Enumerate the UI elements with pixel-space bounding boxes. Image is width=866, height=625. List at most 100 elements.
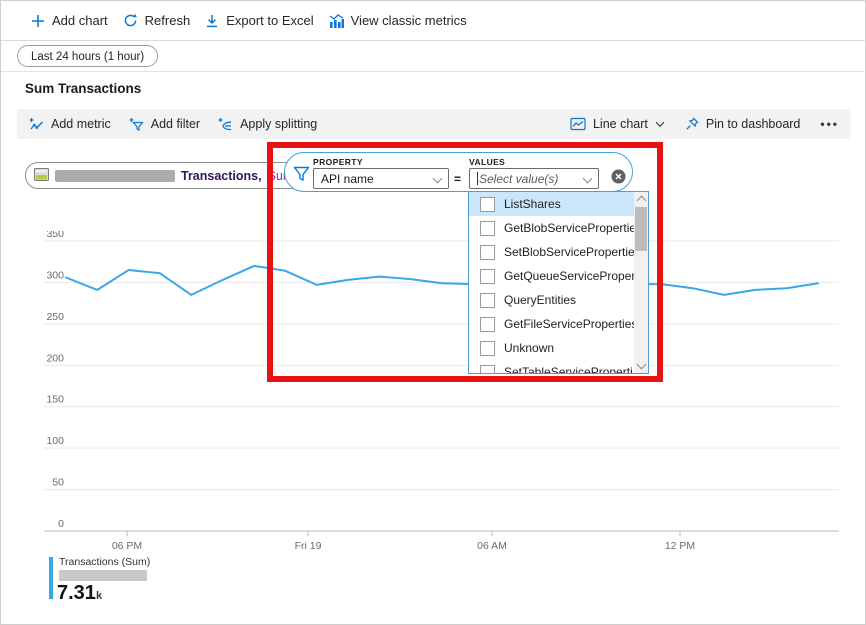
add-chart-label: Add chart [52,13,108,28]
download-icon [205,14,219,28]
values-select[interactable]: Select value(s) [469,168,599,189]
export-to-excel-label: Export to Excel [226,13,314,28]
line-chart: 0 50 100 150 200 250 300 350 06 PM Fri 19 06 AM 12 … [44,231,839,552]
dropdown-option[interactable]: SetBlobServiceProperties [469,240,641,264]
chart-command-bar: Add metric Add filter Apply splitting Li… [17,109,851,139]
dropdown-option-label: GetBlobServiceProperties [504,221,643,235]
svg-text:350: 350 [46,231,64,240]
svg-text:100: 100 [46,435,64,447]
plus-icon [31,14,45,28]
export-to-excel-button[interactable]: Export to Excel [205,13,314,28]
redacted-account-name [55,169,175,182]
svg-text:50: 50 [52,477,64,489]
filter-funnel-icon [293,166,310,187]
legend-value: 7.31k [57,582,103,604]
view-classic-metrics-button[interactable]: View classic metrics [329,13,467,28]
refresh-button[interactable]: Refresh [123,13,191,28]
add-metric-icon [29,117,44,131]
svg-text:200: 200 [46,352,64,364]
dropdown-option[interactable]: SetTableServiceProperti [469,360,634,373]
pin-icon [685,117,699,131]
checkbox-icon[interactable] [480,292,495,308]
values-placeholder: Select value(s) [479,171,559,186]
add-filter-icon [129,117,144,132]
filter-operator: = [454,172,462,186]
remove-filter-icon[interactable] [611,169,626,184]
property-select[interactable]: API name [313,168,449,189]
checkbox-icon[interactable] [480,340,495,356]
scroll-down-icon[interactable] [636,359,647,370]
pin-to-dashboard-label: Pin to dashboard [705,117,801,131]
chevron-down-icon [432,173,443,184]
bar-chart-icon [329,13,344,28]
apply-splitting-icon [218,117,233,132]
add-filter-button[interactable]: Add filter [129,117,200,132]
chevron-down-icon [655,121,665,128]
view-classic-metrics-label: View classic metrics [350,13,467,28]
metric-pill-metric: Transactions, [181,168,262,183]
filter-builder: PROPERTY API name = VALUES Select value(… [284,152,633,192]
checkbox-icon[interactable] [480,244,495,260]
scroll-up-icon[interactable] [636,195,647,206]
values-label: VALUES [469,157,506,167]
dropdown-option-label: Unknown [504,341,555,355]
checkbox-icon[interactable] [480,196,495,212]
time-range-button[interactable]: Last 24 hours (1 hour) [17,45,159,67]
dropdown-option-label: ListShares [504,197,561,211]
dropdown-option[interactable]: QueryEntities [469,288,634,312]
dropdown-option[interactable]: ListShares [469,192,634,216]
chevron-down-icon [582,173,593,184]
chart-toolbar-right: Line chart Pin to dashboard ••• [570,117,839,131]
property-label: PROPERTY [313,157,363,167]
storage-account-icon [34,167,49,184]
dropdown-options: ListShares GetBlobServiceProperties SetBlo… [469,192,645,373]
add-filter-label: Add filter [150,117,201,131]
svg-text:0: 0 [58,518,64,530]
svg-text:06 PM: 06 PM [112,540,142,552]
checkbox-icon[interactable] [480,268,495,284]
svg-text:150: 150 [46,394,64,406]
legend-color-bar [49,557,53,599]
svg-text:250: 250 [46,311,64,323]
apply-splitting-button[interactable]: Apply splitting [218,117,317,132]
chart-title: Sum Transactions [25,81,142,96]
apply-splitting-label: Apply splitting [240,117,318,131]
legend-series-name: Transactions (Sum) [59,556,151,568]
dropdown-scrollbar[interactable] [634,192,648,373]
redacted-legend-account [59,570,147,581]
scrollbar-thumb[interactable] [635,207,647,251]
dropdown-option[interactable]: GetQueueServiceProper... [469,264,645,288]
time-range-row: Last 24 hours (1 hour) [1,41,865,72]
more-options-button[interactable]: ••• [820,117,839,131]
dropdown-option[interactable]: GetFileServiceProperties [469,312,638,336]
property-value: API name [321,171,374,186]
text-caret [477,172,478,185]
line-chart-icon [570,117,586,131]
svg-text:300: 300 [46,269,64,281]
legend-unit: k [95,590,103,602]
add-chart-button[interactable]: Add chart [31,13,108,28]
dropdown-option-label: SetBlobServiceProperties [504,245,641,259]
add-metric-label: Add metric [51,117,111,131]
chart-type-dropdown[interactable]: Line chart [570,117,665,131]
add-metric-button[interactable]: Add metric [29,117,111,131]
pin-to-dashboard-button[interactable]: Pin to dashboard [685,117,801,131]
svg-text:Fri 19: Fri 19 [295,540,322,552]
dropdown-option-label: GetQueueServiceProper... [504,269,645,283]
checkbox-icon[interactable] [480,364,495,373]
dropdown-option[interactable]: GetBlobServiceProperties [469,216,642,240]
refresh-label: Refresh [144,13,191,28]
top-command-bar: Add chart Refresh Export to Excel View c… [1,1,865,41]
checkbox-icon[interactable] [480,220,495,236]
checkbox-icon[interactable] [480,316,495,332]
svg-text:12 PM: 12 PM [665,540,695,552]
metric-pill[interactable]: Transactions, Sum [25,162,323,189]
dropdown-option-label: GetFileServiceProperties [504,317,638,331]
values-dropdown-list: ListShares GetBlobServiceProperties SetBlo… [468,191,649,374]
chart-type-label: Line chart [592,117,648,131]
dropdown-option-label: QueryEntities [504,293,577,307]
dropdown-option[interactable]: Unknown [469,336,634,360]
refresh-icon [123,13,138,28]
svg-text:06 AM: 06 AM [477,540,507,552]
